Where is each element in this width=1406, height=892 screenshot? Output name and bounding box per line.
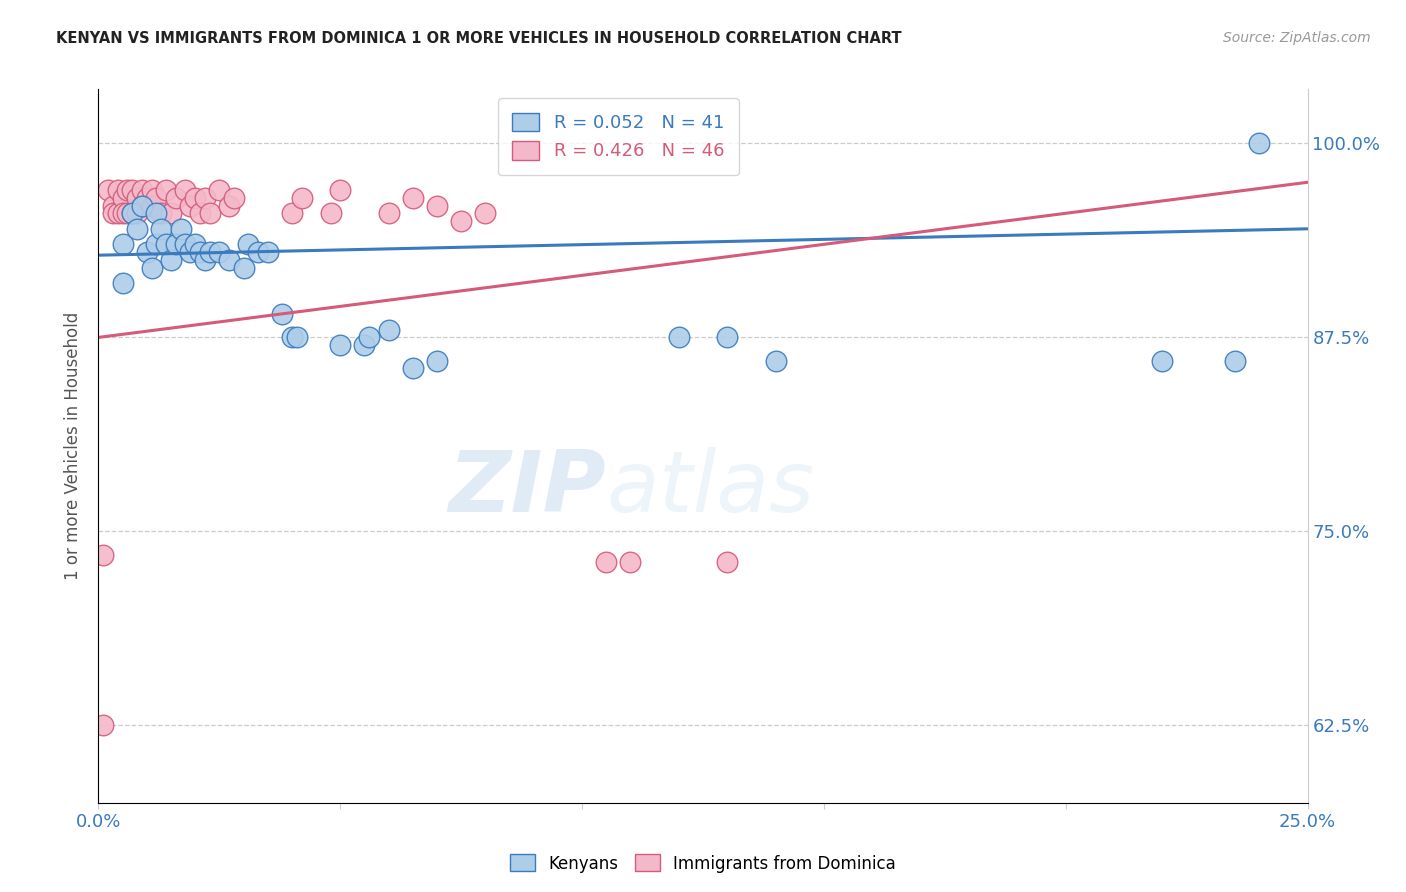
Point bbox=[426, 353, 449, 368]
Point bbox=[1152, 353, 1174, 368]
Point bbox=[329, 338, 352, 352]
Point bbox=[377, 323, 399, 337]
Point bbox=[256, 245, 278, 260]
Point bbox=[107, 206, 129, 220]
Point bbox=[101, 206, 124, 220]
Point bbox=[1249, 136, 1271, 151]
Point bbox=[117, 206, 139, 220]
Point bbox=[595, 555, 617, 569]
Point bbox=[131, 198, 153, 212]
Point bbox=[281, 330, 304, 344]
Point bbox=[329, 183, 352, 197]
Point bbox=[121, 183, 143, 197]
Point bbox=[222, 191, 245, 205]
Point bbox=[131, 198, 153, 212]
Y-axis label: 1 or more Vehicles in Household: 1 or more Vehicles in Household bbox=[65, 312, 83, 580]
Point bbox=[271, 307, 294, 321]
Point bbox=[232, 260, 254, 275]
Text: KENYAN VS IMMIGRANTS FROM DOMINICA 1 OR MORE VEHICLES IN HOUSEHOLD CORRELATION C: KENYAN VS IMMIGRANTS FROM DOMINICA 1 OR … bbox=[56, 31, 901, 46]
Point bbox=[619, 555, 641, 569]
Point bbox=[141, 260, 163, 275]
Point bbox=[141, 183, 163, 197]
Point bbox=[359, 330, 381, 344]
Point bbox=[179, 245, 201, 260]
Point bbox=[91, 548, 114, 562]
Point bbox=[426, 198, 449, 212]
Point bbox=[402, 191, 425, 205]
Point bbox=[716, 330, 738, 344]
Text: atlas: atlas bbox=[606, 447, 814, 531]
Point bbox=[131, 183, 153, 197]
Point bbox=[127, 222, 149, 236]
Point bbox=[184, 191, 207, 205]
Point bbox=[194, 252, 217, 267]
Point bbox=[155, 237, 177, 252]
Point bbox=[353, 338, 375, 352]
Point bbox=[111, 191, 134, 205]
Point bbox=[101, 198, 124, 212]
Point bbox=[194, 191, 217, 205]
Point bbox=[107, 183, 129, 197]
Point bbox=[188, 245, 211, 260]
Point bbox=[135, 191, 157, 205]
Point bbox=[218, 198, 240, 212]
Point bbox=[716, 555, 738, 569]
Point bbox=[285, 330, 308, 344]
Point bbox=[174, 237, 197, 252]
Legend: R = 0.052   N = 41, R = 0.426   N = 46: R = 0.052 N = 41, R = 0.426 N = 46 bbox=[498, 98, 738, 175]
Text: Source: ZipAtlas.com: Source: ZipAtlas.com bbox=[1223, 31, 1371, 45]
Legend: Kenyans, Immigrants from Dominica: Kenyans, Immigrants from Dominica bbox=[503, 847, 903, 880]
Point bbox=[377, 206, 399, 220]
Point bbox=[474, 206, 496, 220]
Point bbox=[121, 206, 143, 220]
Point bbox=[127, 206, 149, 220]
Point bbox=[218, 252, 240, 267]
Point bbox=[160, 206, 183, 220]
Point bbox=[121, 206, 143, 220]
Point bbox=[165, 191, 187, 205]
Point bbox=[208, 183, 231, 197]
Point bbox=[238, 237, 260, 252]
Point bbox=[290, 191, 312, 205]
Point bbox=[150, 222, 173, 236]
Point bbox=[141, 198, 163, 212]
Point bbox=[111, 206, 134, 220]
Point bbox=[169, 222, 191, 236]
Point bbox=[135, 245, 157, 260]
Point bbox=[111, 276, 134, 290]
Point bbox=[319, 206, 342, 220]
Point bbox=[145, 191, 167, 205]
Point bbox=[91, 718, 114, 732]
Point bbox=[150, 206, 173, 220]
Point bbox=[247, 245, 270, 260]
Point bbox=[450, 214, 472, 228]
Point bbox=[174, 183, 197, 197]
Point bbox=[160, 252, 183, 267]
Text: ZIP: ZIP bbox=[449, 447, 606, 531]
Point bbox=[145, 206, 167, 220]
Point bbox=[1223, 353, 1246, 368]
Point bbox=[145, 237, 167, 252]
Point bbox=[402, 361, 425, 376]
Point bbox=[198, 245, 221, 260]
Point bbox=[179, 198, 201, 212]
Point bbox=[668, 330, 690, 344]
Point bbox=[165, 237, 187, 252]
Point bbox=[184, 237, 207, 252]
Point bbox=[97, 183, 120, 197]
Point bbox=[155, 183, 177, 197]
Point bbox=[188, 206, 211, 220]
Point bbox=[198, 206, 221, 220]
Point bbox=[117, 183, 139, 197]
Point bbox=[127, 191, 149, 205]
Point bbox=[281, 206, 304, 220]
Point bbox=[765, 353, 787, 368]
Point bbox=[208, 245, 231, 260]
Point bbox=[111, 237, 134, 252]
